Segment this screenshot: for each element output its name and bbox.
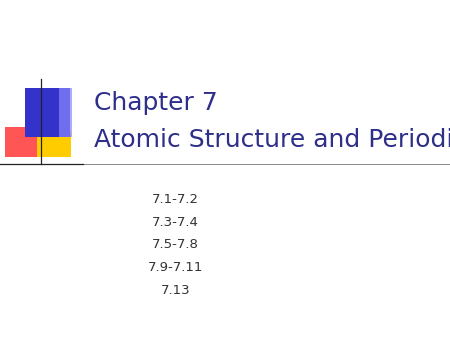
Text: Atomic Structure and Periodicity: Atomic Structure and Periodicity — [94, 128, 450, 152]
Bar — [58, 88, 72, 137]
Bar — [25, 88, 70, 137]
Text: 7.1-7.2: 7.1-7.2 — [152, 193, 199, 206]
Text: 7.5-7.8: 7.5-7.8 — [152, 238, 199, 251]
Text: 7.3-7.4: 7.3-7.4 — [152, 216, 199, 228]
Bar — [4, 127, 38, 157]
Text: 7.13: 7.13 — [161, 284, 190, 296]
Bar — [37, 132, 71, 157]
Text: Chapter 7: Chapter 7 — [94, 91, 218, 115]
Text: 7.9-7.11: 7.9-7.11 — [148, 261, 203, 274]
